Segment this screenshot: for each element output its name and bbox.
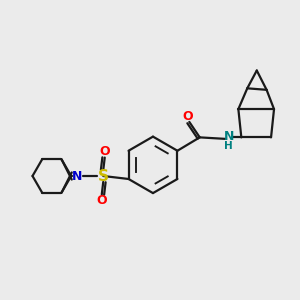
Text: N: N <box>72 169 82 182</box>
Text: O: O <box>97 194 107 208</box>
Text: H: H <box>224 141 233 151</box>
Text: O: O <box>99 145 110 158</box>
Text: N: N <box>224 130 234 143</box>
Text: O: O <box>182 110 193 123</box>
Text: S: S <box>98 169 109 184</box>
